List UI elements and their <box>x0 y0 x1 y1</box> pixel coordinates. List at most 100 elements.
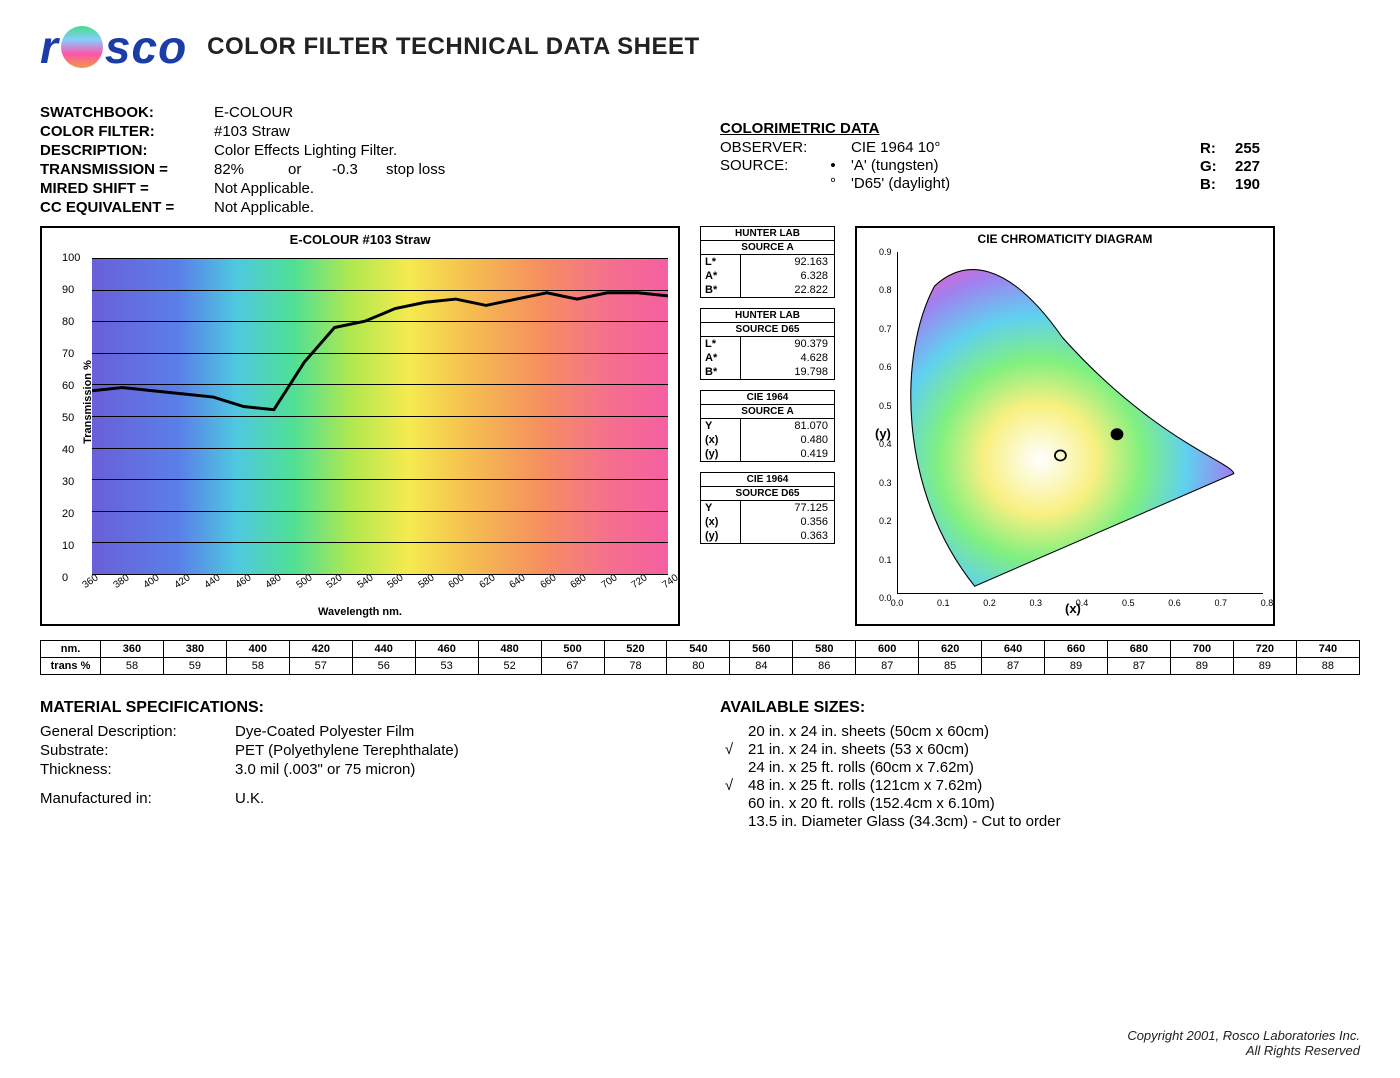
row-label: trans % <box>41 658 101 675</box>
meta-label: DESCRIPTION: <box>40 142 210 159</box>
sizes-title: AVAILABLE SIZES: <box>720 699 1360 717</box>
table-header: HUNTER LAB <box>701 309 834 323</box>
table-cell: 580 <box>793 641 856 658</box>
xtick: 540 <box>355 572 375 591</box>
meta-label: COLOR FILTER: <box>40 123 210 140</box>
copyright-line: Copyright 2001, Rosco Laboratories Inc. <box>1127 1028 1360 1043</box>
size-item: 20 in. x 24 in. sheets (50cm x 60cm) <box>720 723 1360 740</box>
xtick: 680 <box>569 572 589 591</box>
table-header: HUNTER LAB <box>701 227 834 241</box>
cd-value: 'A' (tungsten) <box>851 157 1001 174</box>
transmission-data-table: nm.3603804004204404604805005205405605806… <box>40 640 1360 675</box>
table-cell: 57 <box>289 658 352 675</box>
rgb-label: R: <box>1200 140 1225 157</box>
table-cell: 85 <box>919 658 982 675</box>
xtick: 600 <box>447 572 467 591</box>
table-header: SOURCE D65 <box>701 487 834 501</box>
mat-label: General Description: <box>40 723 235 740</box>
chart-ylabel: Transmission % <box>82 360 94 444</box>
row-label: nm. <box>41 641 101 658</box>
material-spec: MATERIAL SPECIFICATIONS: General Descrip… <box>40 699 660 831</box>
xtick: 640 <box>508 572 528 591</box>
table-cell: 87 <box>1108 658 1171 675</box>
hunter-lab-a-table: HUNTER LAB SOURCE A L*92.163 A*6.328 B*2… <box>700 226 835 298</box>
table-cell: 56 <box>352 658 415 675</box>
ytick: 70 <box>62 348 74 360</box>
size-item: 13.5 in. Diameter Glass (34.3cm) - Cut t… <box>720 813 1360 830</box>
cie-chromaticity-diagram: CIE CHROMATICITY DIAGRAM (y) (x) 0.00.10… <box>855 226 1275 626</box>
table-cell: 420 <box>289 641 352 658</box>
meta-label: CC EQUIVALENT = <box>40 199 210 216</box>
table-cell: 87 <box>856 658 919 675</box>
table-cell: 480 <box>478 641 541 658</box>
xtick: 620 <box>477 572 497 591</box>
table-cell: 89 <box>1045 658 1108 675</box>
xtick: 720 <box>630 572 650 591</box>
check-icon <box>720 795 738 812</box>
mat-value: 3.0 mil (.003" or 75 micron) <box>235 761 415 778</box>
xtick: 380 <box>111 572 131 591</box>
rgb-value: 190 <box>1235 176 1260 193</box>
table-header: SOURCE A <box>701 405 834 419</box>
cd-label: SOURCE: <box>720 157 815 174</box>
check-icon: √ <box>720 777 738 794</box>
table-cell: 78 <box>604 658 667 675</box>
table-header: CIE 1964 <box>701 473 834 487</box>
meta-block: SWATCHBOOK:E-COLOUR COLOR FILTER:#103 St… <box>40 104 680 216</box>
table-cell: 440 <box>352 641 415 658</box>
ytick: 100 <box>62 252 80 264</box>
cd-value: 'D65' (daylight) <box>851 175 1001 192</box>
table-cell: 680 <box>1108 641 1171 658</box>
meta-label: MIRED SHIFT = <box>40 180 210 197</box>
cd-label: OBSERVER: <box>720 139 815 156</box>
meta-label: TRANSMISSION = <box>40 161 210 178</box>
size-item: 60 in. x 20 ft. rolls (152.4cm x 6.10m) <box>720 795 1360 812</box>
chart-title: E-COLOUR #103 Straw <box>42 228 678 251</box>
size-text: 13.5 in. Diameter Glass (34.3cm) - Cut t… <box>748 813 1061 830</box>
cie-horseshoe <box>898 252 1263 593</box>
check-icon: √ <box>720 741 738 758</box>
meta-value: -0.3 <box>332 161 382 178</box>
sizes-list: 20 in. x 24 in. sheets (50cm x 60cm)√21 … <box>720 723 1360 830</box>
table-cell: 600 <box>856 641 919 658</box>
size-item: 24 in. x 25 ft. rolls (60cm x 7.62m) <box>720 759 1360 776</box>
cd-value: CIE 1964 10° <box>851 139 1001 156</box>
rgb-label: G: <box>1200 158 1225 175</box>
page-title: COLOR FILTER TECHNICAL DATA SHEET <box>207 33 699 61</box>
xtick: 460 <box>233 572 253 591</box>
table-cell: 52 <box>478 658 541 675</box>
header: r sco COLOR FILTER TECHNICAL DATA SHEET <box>40 20 1360 74</box>
xtick: 740 <box>661 572 681 591</box>
table-cell: 86 <box>793 658 856 675</box>
table-cell: 520 <box>604 641 667 658</box>
logo-circle-icon <box>61 26 103 68</box>
table-cell: 460 <box>415 641 478 658</box>
middle-row: E-COLOUR #103 Straw 01020304050607080901… <box>40 226 1360 626</box>
check-icon <box>720 723 738 740</box>
mat-value: Dye-Coated Polyester Film <box>235 723 414 740</box>
size-text: 48 in. x 25 ft. rolls (121cm x 7.62m) <box>748 777 982 794</box>
meta-label: SWATCHBOOK: <box>40 104 210 121</box>
xtick: 560 <box>386 572 406 591</box>
mini-tables: HUNTER LAB SOURCE A L*92.163 A*6.328 B*2… <box>700 226 835 626</box>
meta-value: #103 Straw <box>214 123 290 140</box>
check-icon <box>720 813 738 830</box>
colorimetric-title: COLORIMETRIC DATA <box>720 120 1001 137</box>
rgb-value: 255 <box>1235 140 1260 157</box>
size-text: 20 in. x 24 in. sheets (50cm x 60cm) <box>748 723 989 740</box>
spectrum-bg <box>92 258 668 574</box>
table-cell: 89 <box>1233 658 1296 675</box>
table-cell: 67 <box>541 658 604 675</box>
table-cell: 380 <box>163 641 226 658</box>
meta-value: 82% <box>214 161 284 178</box>
copyright-line: All Rights Reserved <box>1127 1043 1360 1058</box>
table-header: SOURCE A <box>701 241 834 255</box>
meta-value: Not Applicable. <box>214 199 314 216</box>
table-cell: 640 <box>982 641 1045 658</box>
ytick: 20 <box>62 508 74 520</box>
size-text: 60 in. x 20 ft. rolls (152.4cm x 6.10m) <box>748 795 995 812</box>
table-cell: 59 <box>163 658 226 675</box>
cie-title: CIE CHROMATICITY DIAGRAM <box>861 232 1269 246</box>
transmission-curve <box>92 258 668 574</box>
ytick: 40 <box>62 444 74 456</box>
